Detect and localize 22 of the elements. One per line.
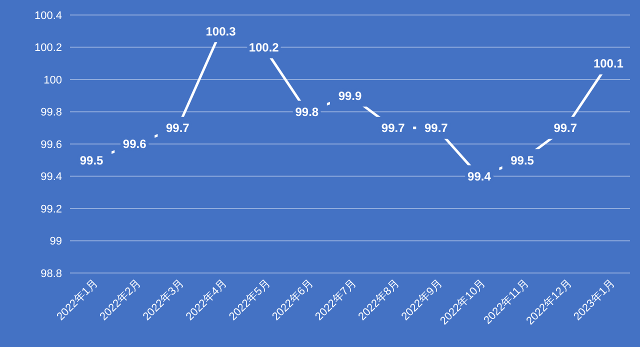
y-tick-label: 98.8 [40,268,62,280]
y-tick-label: 99.2 [40,203,62,216]
y-tick-label: 99 [50,236,62,248]
data-label: 99.7 [166,121,190,136]
data-label: 100.3 [206,24,236,38]
data-label: 99.7 [381,121,406,136]
data-label: 100.1 [593,56,624,71]
data-label: 100.2 [248,40,280,54]
y-tick-label: 100.2 [34,42,62,54]
y-tick-label: 100.4 [34,10,62,22]
data-label: 99.7 [424,121,448,136]
y-tick-label: 99.8 [40,106,62,119]
y-tick-label: 100 [44,74,62,86]
data-label: 99.6 [122,137,147,152]
data-label: 99.7 [554,121,578,136]
y-tick-label: 99.6 [40,138,62,151]
y-tick-label: 99.4 [40,171,62,184]
data-label: 99.4 [468,169,492,184]
data-label: 99.8 [295,104,319,119]
data-label: 99.9 [338,88,362,103]
data-label: 99.5 [80,153,104,168]
data-label: 99.5 [510,153,534,168]
